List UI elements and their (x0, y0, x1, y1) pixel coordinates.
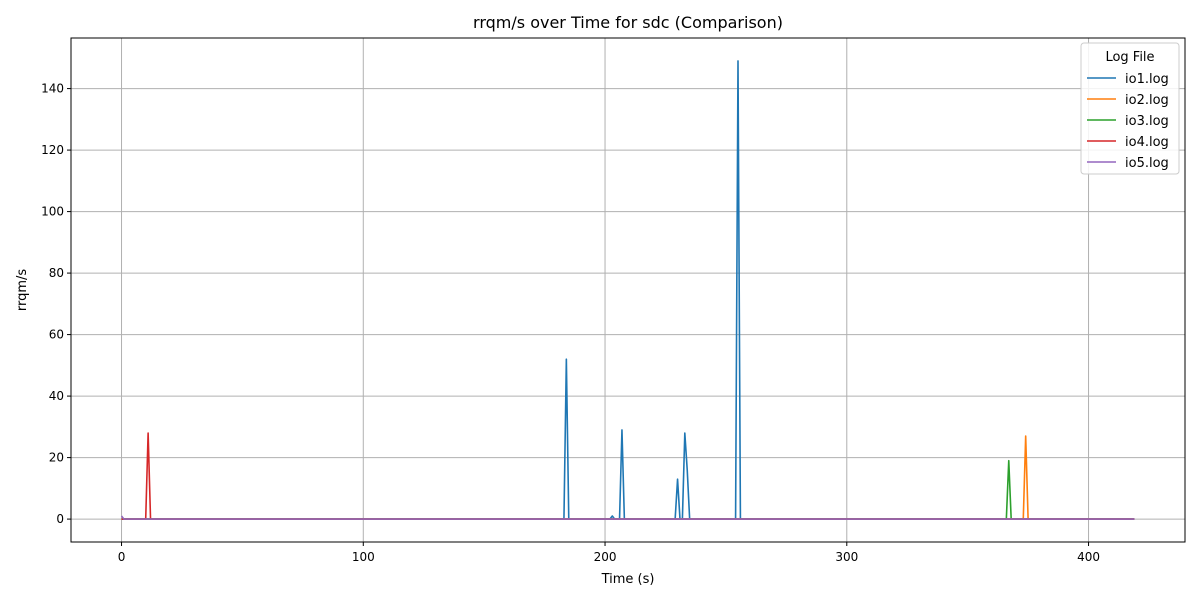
y-tick-label: 80 (49, 266, 64, 280)
y-tick-label: 120 (41, 143, 64, 157)
y-axis-label: rrqm/s (15, 269, 30, 312)
y-tick-label: 140 (41, 82, 64, 96)
legend: Log File io1.log io2.log io3.log io4.log io5… (1080, 42, 1180, 175)
legend-title: Log File (1105, 50, 1154, 65)
y-tick-label: 60 (49, 328, 64, 342)
plot-frame (70, 37, 1186, 543)
y-tick-label: 20 (49, 451, 64, 465)
legend-label: io5.log (1125, 156, 1169, 171)
y-tick-label: 40 (49, 389, 64, 403)
legend-label: io1.log (1125, 72, 1169, 87)
y-tick-label: 0 (56, 512, 64, 526)
legend-label: io4.log (1125, 135, 1169, 150)
series-line-io5-log (120, 515, 1135, 520)
x-tick-label: 200 (594, 550, 617, 564)
ticks: 0 100 200 300 400 0 20 40 60 80 100 120 140 (41, 82, 1100, 564)
x-tick-label: 0 (118, 550, 126, 564)
x-tick-label: 300 (835, 550, 858, 564)
legend-label: io2.log (1125, 93, 1169, 108)
chart-title: rrqm/s over Time for sdc (Comparison) (473, 13, 783, 32)
series-layer (120, 60, 1135, 520)
x-tick-label: 100 (352, 550, 375, 564)
legend-label: io3.log (1125, 114, 1169, 129)
x-axis-label: Time (s) (601, 572, 655, 587)
legend-items: io1.log io2.log io3.log io4.log io5.log (1087, 72, 1169, 171)
y-tick-label: 100 (41, 205, 64, 219)
x-tick-label: 400 (1077, 550, 1100, 564)
